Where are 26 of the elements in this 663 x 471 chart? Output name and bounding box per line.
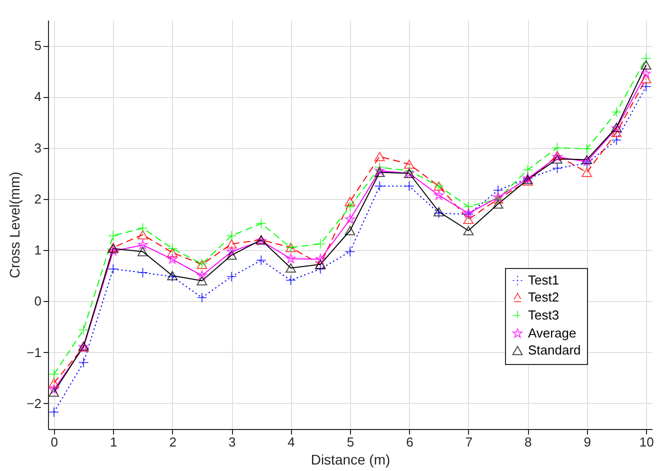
x-axis-title: Distance (m) (310, 452, 390, 468)
legend-label: Test3 (528, 308, 560, 322)
y-tick-label: 5 (34, 38, 42, 54)
x-tick-label: 0 (50, 434, 58, 450)
x-tick-label: 5 (346, 434, 354, 450)
x-tick-label: 8 (524, 434, 532, 450)
legend-label: Standard (528, 342, 581, 358)
legend-label: Test1 (528, 272, 560, 288)
y-tick-label: 2 (34, 191, 42, 206)
y-tick-label: −1 (26, 344, 42, 360)
x-tick-label: 1 (110, 434, 118, 450)
x-tick-label: 9 (584, 434, 591, 450)
y-tick-label: 1 (34, 242, 42, 258)
y-tick-label: 4 (34, 89, 42, 104)
y-axis-title: Cross Level(mm) (6, 172, 23, 278)
y-tick-label: 3 (34, 140, 42, 156)
x-tick-label: 4 (288, 434, 295, 450)
y-tick-label: 0 (34, 294, 42, 309)
x-tick-label: 6 (406, 434, 414, 450)
x-tick-label: 3 (228, 434, 236, 450)
x-tick-label: 10 (639, 434, 654, 450)
y-tick-label: −2 (26, 396, 42, 411)
x-tick-label: 2 (169, 434, 176, 450)
legend-label: Test2 (528, 290, 560, 304)
x-tick-label: 7 (465, 434, 473, 450)
legend-label: Average (528, 326, 576, 340)
